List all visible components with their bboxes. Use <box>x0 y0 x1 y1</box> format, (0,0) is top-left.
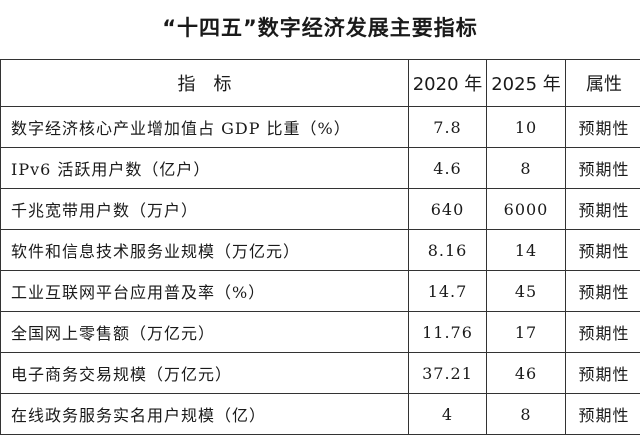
value-2020-cell: 11.76 <box>409 312 487 353</box>
value-2025-cell: 8 <box>487 148 566 189</box>
header-2025: 2025 年 <box>487 60 566 107</box>
value-2025-cell: 17 <box>487 312 566 353</box>
value-2020-cell: 640 <box>409 189 487 230</box>
indicator-cell: 千兆宽带用户数（万户） <box>1 189 409 230</box>
value-2020-cell: 4 <box>409 394 487 435</box>
attribute-cell: 预期性 <box>566 312 640 353</box>
indicator-cell: 在线政务服务实名用户规模（亿） <box>1 394 409 435</box>
value-2020-cell: 8.16 <box>409 230 487 271</box>
attribute-cell: 预期性 <box>566 353 640 394</box>
header-2020: 2020 年 <box>409 60 487 107</box>
value-2025-cell: 10 <box>487 107 566 148</box>
page-title: “十四五”数字经济发展主要指标 <box>0 12 640 42</box>
header-attribute: 属性 <box>566 60 640 107</box>
header-indicator: 指 标 <box>1 60 409 107</box>
value-2025-cell: 46 <box>487 353 566 394</box>
attribute-cell: 预期性 <box>566 271 640 312</box>
attribute-cell: 预期性 <box>566 148 640 189</box>
indicator-cell: 数字经济核心产业增加值占 GDP 比重（%） <box>1 107 409 148</box>
indicator-cell: IPv6 活跃用户数（亿户） <box>1 148 409 189</box>
indicator-cell: 全国网上零售额（万亿元） <box>1 312 409 353</box>
indicator-cell: 工业互联网平台应用普及率（%） <box>1 271 409 312</box>
attribute-cell: 预期性 <box>566 189 640 230</box>
value-2020-cell: 7.8 <box>409 107 487 148</box>
value-2025-cell: 14 <box>487 230 566 271</box>
value-2025-cell: 8 <box>487 394 566 435</box>
table-header-row: 指 标 2020 年 2025 年 属性 <box>1 60 640 107</box>
attribute-cell: 预期性 <box>566 230 640 271</box>
value-2020-cell: 37.21 <box>409 353 487 394</box>
value-2020-cell: 4.6 <box>409 148 487 189</box>
attribute-cell: 预期性 <box>566 394 640 435</box>
value-2025-cell: 45 <box>487 271 566 312</box>
value-2025-cell: 6000 <box>487 189 566 230</box>
indicator-cell: 软件和信息技术服务业规模（万亿元） <box>1 230 409 271</box>
indicators-table: 指 标 2020 年 2025 年 属性 数字经济核心产业增加值占 GDP 比重… <box>0 59 640 435</box>
value-2020-cell: 14.7 <box>409 271 487 312</box>
indicator-cell: 电子商务交易规模（万亿元） <box>1 353 409 394</box>
attribute-cell: 预期性 <box>566 107 640 148</box>
